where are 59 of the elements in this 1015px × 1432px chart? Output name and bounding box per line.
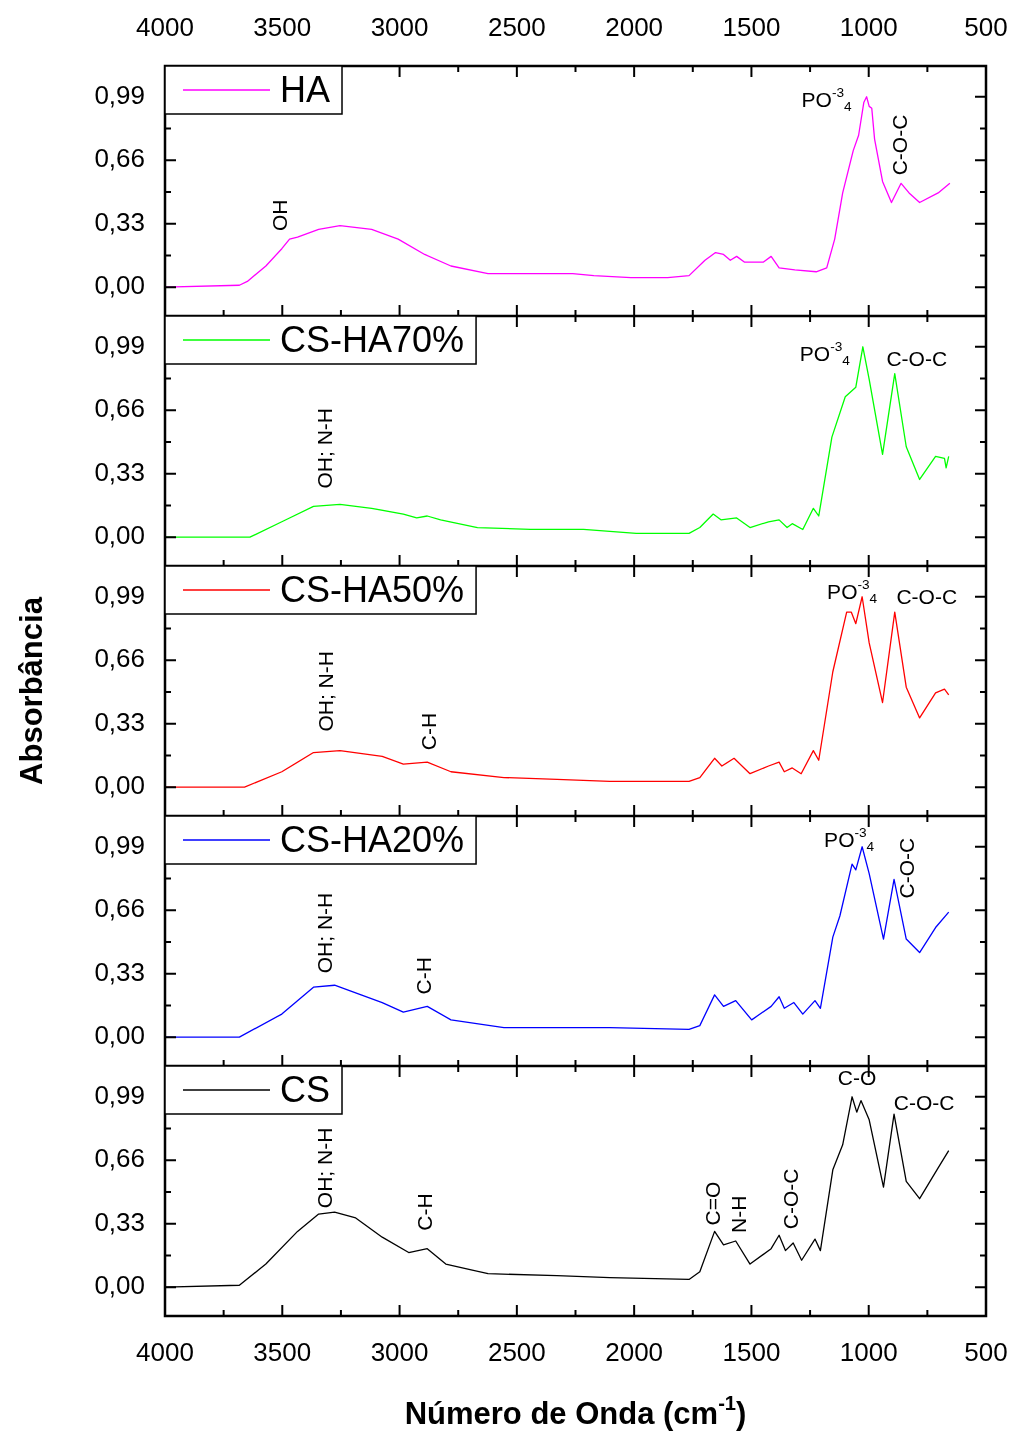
annotation: C-O-C [894, 837, 918, 899]
legend-label: HA [280, 68, 331, 110]
x2-tick-label: 3500 [253, 11, 312, 42]
x2-tick-label: 2500 [487, 11, 546, 42]
y-tick-label: 0,66 [94, 893, 145, 924]
x-tick-label: 1000 [839, 1336, 898, 1367]
x-tick-label: 2500 [487, 1336, 546, 1367]
y-tick-label: 0,00 [94, 770, 145, 801]
annotation: C-O-C [886, 346, 948, 370]
legend-label: CS-HA50% [280, 568, 465, 610]
y-tick-label: 0,66 [94, 643, 145, 674]
x-tick-label: 3000 [370, 1336, 429, 1367]
y-tick-label: 0,66 [94, 1143, 145, 1174]
x2-tick-label: 1000 [839, 11, 898, 42]
y-tick-label: 0,99 [94, 1079, 145, 1110]
y-tick-label: 0,33 [94, 956, 145, 987]
y-tick-label: 0,00 [94, 270, 145, 301]
y-tick-label: 0,33 [94, 706, 145, 737]
annotation: C-H [417, 712, 441, 751]
annotation: C-O-C [893, 1091, 955, 1115]
legend-label: CS [280, 1068, 331, 1110]
x-tick-label: 1500 [722, 1336, 781, 1367]
y-tick-label: 0,99 [94, 329, 145, 360]
x-tick-label: 2000 [605, 1336, 664, 1367]
annotation: C=O [701, 1181, 725, 1226]
annotation: OH; N-H [313, 1127, 337, 1209]
x2-tick-label: 2000 [605, 11, 664, 42]
y-tick-label: 0,66 [94, 143, 145, 174]
x2-tick-label: 500 [964, 11, 1008, 42]
legend-label: CS-HA70% [280, 318, 465, 360]
x2-tick-label: 3000 [370, 11, 429, 42]
y-tick-label: 0,33 [94, 456, 145, 487]
x2-tick-label: 4000 [136, 11, 194, 42]
annotation: C-O-C [896, 585, 958, 609]
annotation: OH [268, 199, 292, 232]
annotation: OH; N-H [312, 407, 336, 489]
y-tick-label: 0,00 [94, 1270, 145, 1301]
annotation: C-H [413, 1193, 437, 1231]
annotation: C-O [837, 1065, 877, 1089]
annotation: N-H [726, 1195, 750, 1233]
legend-label: CS-HA20% [280, 818, 465, 860]
annotation: OH; N-H [313, 651, 337, 732]
y-tick-label: 0,00 [94, 520, 145, 551]
y-tick-label: 0,99 [94, 79, 145, 110]
annotation: C-O-C [887, 114, 911, 176]
annotation: OH; N-H [313, 892, 337, 974]
annotation: C-H [412, 957, 436, 995]
x-tick-label: 4000 [136, 1336, 194, 1367]
y-tick-label: 0,00 [94, 1020, 145, 1051]
y-tick-label: 0,99 [94, 829, 145, 860]
y-axis-title: Absorbância [13, 595, 50, 787]
y-tick-label: 0,33 [94, 206, 145, 237]
y-tick-label: 0,99 [94, 579, 145, 610]
annotation: C-O-C [778, 1168, 802, 1230]
x-tick-label: 500 [964, 1336, 1008, 1367]
y-tick-label: 0,33 [94, 1206, 145, 1237]
x-tick-label: 3500 [253, 1336, 312, 1367]
x2-tick-label: 1500 [722, 11, 781, 42]
y-tick-label: 0,66 [94, 393, 145, 424]
